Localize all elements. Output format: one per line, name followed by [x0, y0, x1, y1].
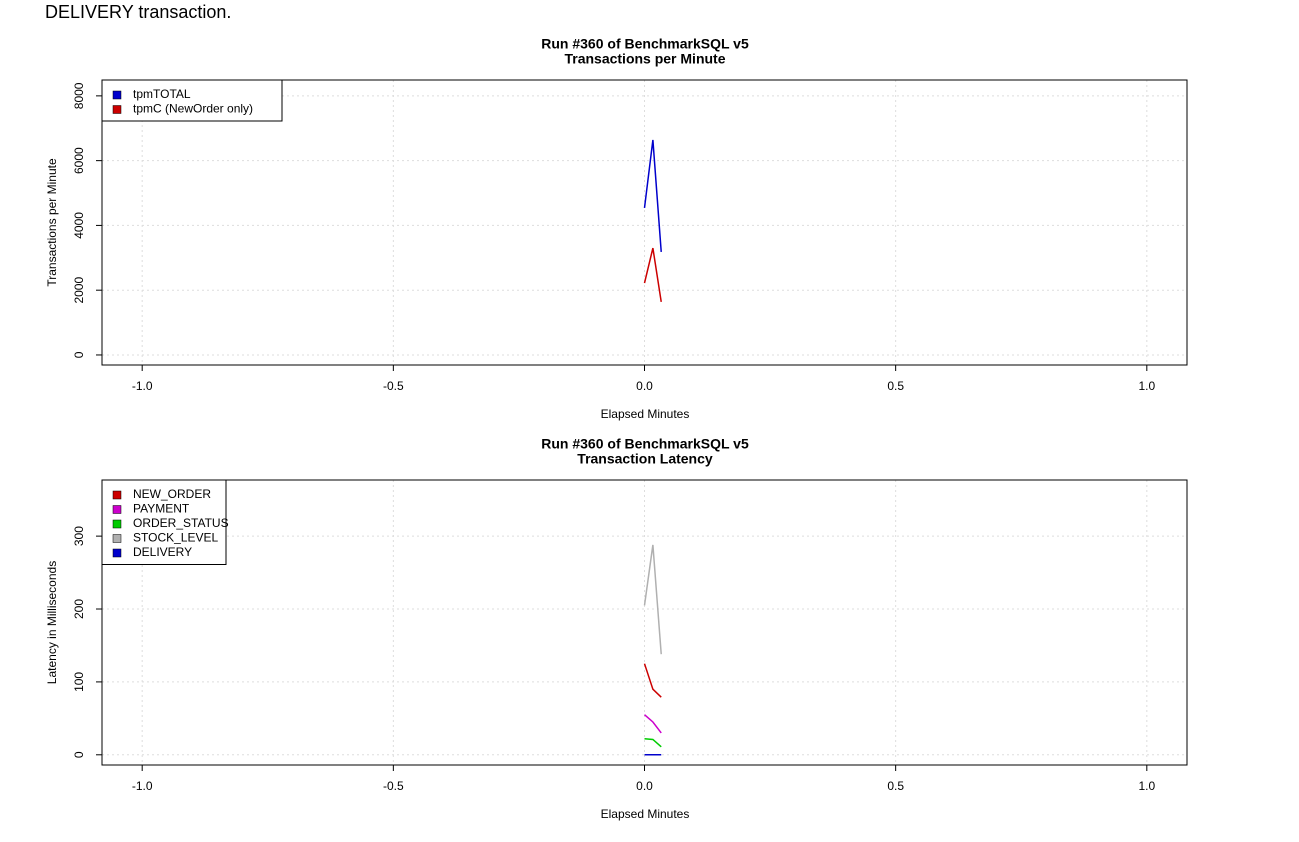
plot-frame — [101, 479, 1188, 766]
y-axis-label: Transactions per Minute — [45, 158, 59, 287]
legend-swatch — [112, 105, 122, 114]
y-tick-label: 8000 — [72, 82, 86, 109]
legend-swatch — [112, 548, 122, 558]
x-axis-label: Elapsed Minutes — [601, 807, 690, 821]
x-tick-label: 0.0 — [636, 379, 653, 393]
x-tick-label: -1.0 — [132, 379, 153, 393]
x-tick-label: 0.5 — [887, 379, 904, 393]
chart-subtitle: Transaction Latency — [577, 451, 713, 467]
series-line — [643, 544, 662, 655]
y-axis-label: Latency in Milliseconds — [45, 561, 59, 684]
series-line — [643, 247, 662, 302]
x-axis-label: Elapsed Minutes — [601, 407, 690, 421]
y-tick-label: 300 — [72, 526, 86, 546]
legend-label: DELIVERY — [133, 545, 192, 559]
x-tick-label: 0.5 — [887, 779, 904, 793]
y-tick-label: 4000 — [72, 212, 86, 239]
series-line — [643, 663, 662, 698]
x-tick-label: -1.0 — [132, 779, 153, 793]
chart-subtitle: Transactions per Minute — [564, 51, 725, 67]
y-tick-label: 2000 — [72, 277, 86, 304]
chart-title: Run #360 of BenchmarkSQL v5 — [541, 436, 749, 452]
legend-swatch — [112, 519, 122, 529]
legend-box — [101, 79, 283, 122]
intro-text: DELIVERY transaction. — [45, 2, 232, 22]
legend-label: tpmC (NewOrder only) — [133, 102, 253, 116]
legend-label: ORDER_STATUS — [133, 516, 229, 530]
x-tick-label: 1.0 — [1138, 379, 1155, 393]
x-tick-label: 0.0 — [636, 779, 653, 793]
legend-label: tpmTOTAL — [133, 87, 191, 101]
y-tick-label: 0 — [72, 751, 86, 758]
x-tick-label: -0.5 — [383, 379, 404, 393]
series-line — [644, 714, 662, 734]
legend-label: STOCK_LEVEL — [133, 531, 218, 545]
legend-label: NEW_ORDER — [133, 487, 211, 501]
chart-title: Run #360 of BenchmarkSQL v5 — [541, 36, 749, 52]
legend-swatch — [112, 490, 122, 500]
series-line — [644, 738, 662, 748]
y-tick-label: 6000 — [72, 147, 86, 174]
legend-swatch — [112, 534, 122, 543]
y-tick-label: 100 — [72, 672, 86, 692]
x-tick-label: 1.0 — [1138, 779, 1155, 793]
plot-frame — [101, 79, 1188, 366]
x-tick-label: -0.5 — [383, 779, 404, 793]
legend-label: PAYMENT — [133, 502, 190, 516]
legend-swatch — [112, 90, 122, 100]
legend-box — [101, 479, 227, 565]
series-line — [643, 139, 662, 253]
y-tick-label: 200 — [72, 599, 86, 619]
y-tick-label: 0 — [72, 351, 86, 358]
legend-swatch — [112, 505, 122, 514]
